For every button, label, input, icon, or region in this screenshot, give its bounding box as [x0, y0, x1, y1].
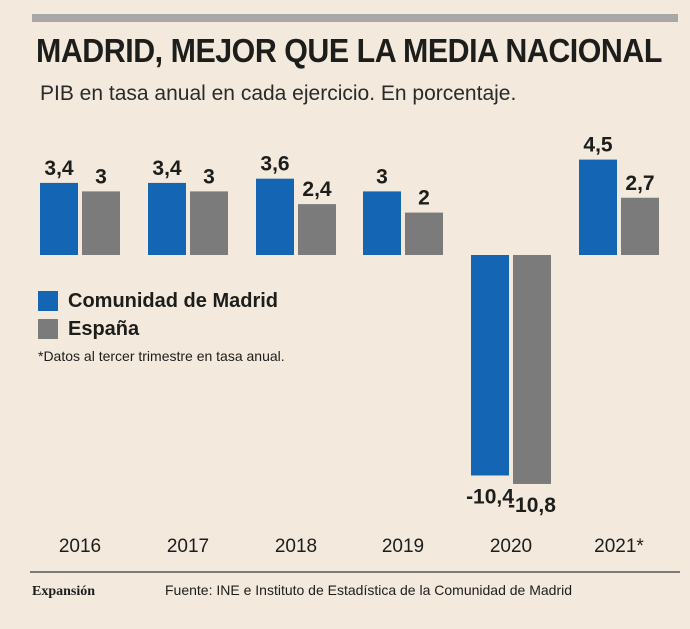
- x-tick-label-0: 2016: [59, 536, 101, 557]
- data-label-madrid-0: 3,4: [44, 157, 74, 180]
- data-label-madrid-3: 3: [376, 165, 388, 188]
- data-label-espana-3: 2: [418, 187, 430, 210]
- x-tick-label-4: 2020: [490, 536, 532, 557]
- bar-madrid-4: [471, 255, 509, 476]
- data-label-madrid-4: -10,4: [466, 485, 514, 508]
- data-label-madrid-5: 4,5: [583, 134, 613, 157]
- brand-logo: Expansión: [32, 584, 96, 599]
- chart-subtitle: PIB en tasa anual en cada ejercicio. En …: [40, 82, 517, 105]
- legend-swatch-espana: [38, 319, 58, 339]
- data-label-madrid-1: 3,4: [152, 157, 182, 180]
- x-tick-label-1: 2017: [167, 536, 209, 557]
- bar-espana-4: [513, 255, 551, 484]
- data-label-espana-2: 2,4: [302, 178, 332, 201]
- bar-madrid-2: [256, 178, 294, 255]
- legend-swatch-madrid: [38, 291, 58, 311]
- bar-madrid-3: [363, 191, 401, 255]
- bar-madrid-1: [148, 182, 186, 255]
- bar-espana-2: [298, 204, 336, 255]
- bar-espana-5: [621, 197, 659, 255]
- bar-espana-3: [405, 212, 443, 255]
- bar-espana-0: [82, 191, 120, 255]
- chart-title: MADRID, MEJOR QUE LA MEDIA NACIONAL: [36, 32, 662, 69]
- legend: Comunidad de Madrid España: [38, 287, 278, 343]
- legend-item-madrid: Comunidad de Madrid: [38, 287, 278, 315]
- bar-madrid-0: [40, 182, 78, 255]
- data-label-madrid-2: 3,6: [260, 153, 289, 176]
- bar-espana-1: [190, 191, 228, 255]
- bar-madrid-5: [579, 159, 617, 255]
- x-tick-label-5: 2021*: [594, 536, 644, 557]
- legend-label-espana: España: [68, 317, 140, 340]
- data-label-espana-1: 3: [203, 165, 215, 188]
- top-rule: [32, 14, 678, 22]
- source-note: Fuente: INE e Instituto de Estadística d…: [165, 582, 573, 598]
- legend-label-madrid: Comunidad de Madrid: [68, 289, 278, 312]
- data-label-espana-0: 3: [95, 165, 107, 188]
- data-label-espana-5: 2,7: [625, 172, 654, 195]
- footnote: *Datos al tercer trimestre en tasa anual…: [38, 348, 285, 364]
- legend-item-espana: España: [38, 315, 278, 343]
- bottom-rule: [30, 571, 680, 573]
- x-tick-label-2: 2018: [275, 536, 317, 557]
- data-label-espana-4: -10,8: [508, 494, 556, 517]
- x-tick-label-3: 2019: [382, 536, 424, 557]
